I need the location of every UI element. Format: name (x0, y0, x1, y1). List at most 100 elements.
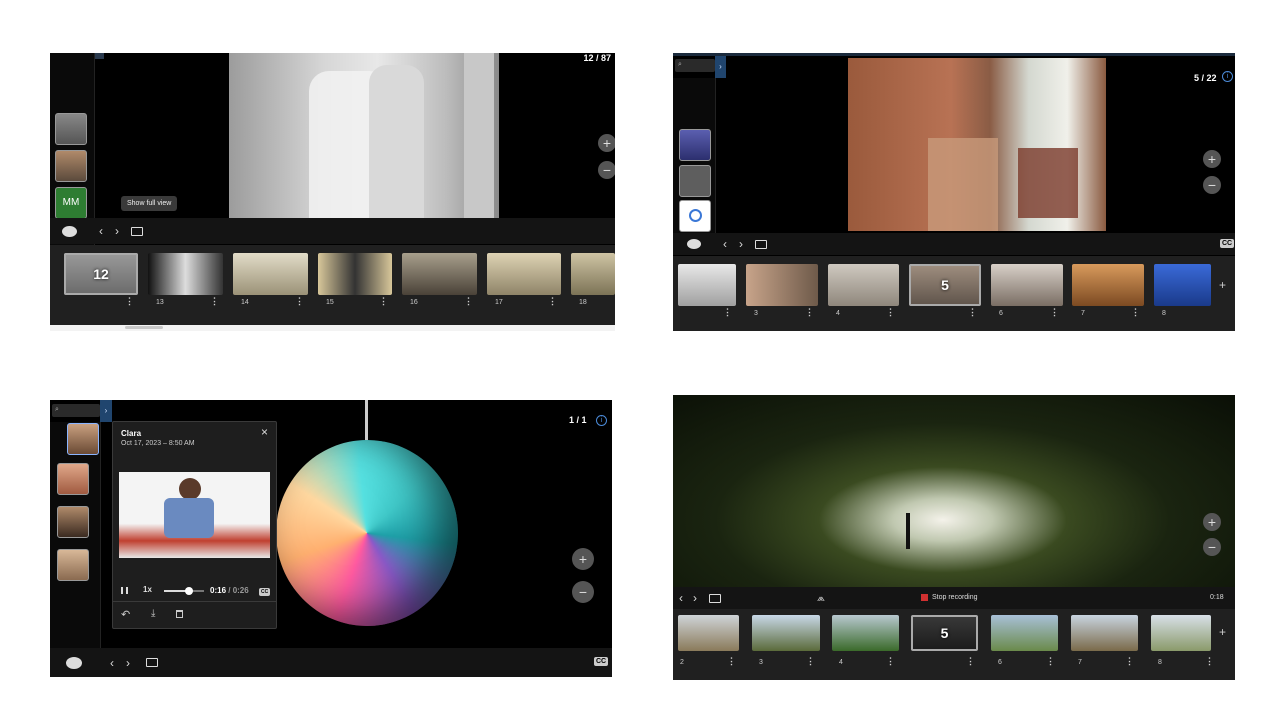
zoom-out-button[interactable]: − (572, 581, 594, 603)
search-input[interactable]: ⌕ (52, 404, 100, 417)
thumb-selected[interactable]: 12 (64, 253, 138, 295)
zoom-in-button[interactable]: + (598, 134, 615, 152)
silhouette (906, 513, 910, 549)
thumb-7[interactable] (1072, 264, 1144, 306)
thumb-menu[interactable]: ⋮ (886, 307, 895, 317)
zoom-out-button[interactable]: − (1203, 176, 1221, 194)
zoom-out-button[interactable]: − (1203, 538, 1221, 556)
thumb-selected[interactable]: 5 (909, 264, 981, 306)
info-icon[interactable]: i (596, 415, 607, 426)
close-icon[interactable]: × (261, 425, 269, 439)
thumb-7[interactable] (1071, 615, 1138, 651)
filmstrip: 5 + ⋮ 3 ⋮ 4 ⋮ ⋮ 6 ⋮ 7 ⋮ 8 (673, 256, 1235, 331)
comment-icon[interactable] (66, 656, 82, 669)
info-icon[interactable]: i (1222, 71, 1233, 82)
thumb-menu[interactable]: ⋮ (379, 296, 388, 306)
thumb-3[interactable] (752, 615, 820, 651)
add-button[interactable]: + (1219, 278, 1227, 292)
thumb-menu[interactable]: ⋮ (886, 656, 895, 666)
expand-button[interactable]: › (100, 400, 112, 422)
thumb-4[interactable] (828, 264, 899, 306)
search-input[interactable]: ⌕ (675, 59, 715, 72)
zoom-in-button[interactable]: + (572, 548, 594, 570)
next-button[interactable]: › (739, 237, 743, 251)
full-view-button[interactable] (755, 239, 767, 249)
thumb-6[interactable] (991, 615, 1058, 651)
zoom-out-button[interactable]: − (598, 161, 615, 179)
video-player[interactable] (119, 472, 270, 558)
zoom-in-button[interactable]: + (1203, 150, 1221, 168)
prev-button[interactable]: ‹ (723, 237, 727, 251)
thumb-8[interactable] (1151, 615, 1211, 651)
thumb-menu[interactable]: ⋮ (1131, 307, 1140, 317)
thumb-15[interactable] (318, 253, 392, 295)
thumb-14[interactable] (233, 253, 308, 295)
participant-avatar-3[interactable] (57, 506, 89, 538)
thumb-menu[interactable]: ⋮ (295, 296, 304, 306)
prev-button[interactable]: ‹ (679, 591, 683, 605)
thumb-2[interactable] (678, 615, 739, 651)
thumb-menu[interactable]: ⋮ (464, 296, 473, 306)
cc-button[interactable]: CC (259, 588, 271, 596)
participant-avatar-1[interactable] (679, 129, 711, 161)
thumb-16[interactable] (402, 253, 477, 295)
comment-icon[interactable] (62, 225, 77, 237)
participant-avatar-1[interactable] (67, 423, 99, 455)
thumb-6[interactable] (991, 264, 1063, 306)
next-button[interactable]: › (126, 655, 130, 670)
next-button[interactable]: › (693, 591, 697, 605)
thumb-4[interactable] (832, 615, 899, 651)
stop-recording-button[interactable]: Stop recording (921, 594, 978, 601)
thumb-menu[interactable]: ⋮ (1125, 656, 1134, 666)
thumb-menu[interactable]: ⋮ (723, 307, 732, 317)
participant-avatar-1[interactable] (55, 113, 87, 145)
stop-icon (921, 594, 928, 601)
thumb-menu[interactable]: ⋮ (1050, 307, 1059, 317)
speed-button[interactable]: 1x (143, 585, 152, 594)
participant-avatar-2[interactable] (57, 463, 89, 495)
add-button[interactable]: + (1219, 625, 1227, 639)
thumb-2[interactable] (678, 264, 736, 306)
expand-button[interactable]: › (715, 56, 726, 78)
thumb-8[interactable] (1154, 264, 1211, 306)
full-view-button[interactable] (131, 226, 143, 236)
next-button[interactable]: › (115, 224, 119, 238)
trash-icon[interactable] (176, 610, 183, 618)
participant-avatar-2[interactable] (55, 150, 87, 182)
scrollbar[interactable] (50, 325, 615, 331)
filmstrip-view-button[interactable] (146, 658, 158, 667)
full-view-button[interactable] (709, 593, 721, 603)
cc-button[interactable]: CC (1220, 239, 1235, 248)
thumb-menu[interactable]: ⋮ (548, 296, 557, 306)
thumb-menu[interactable]: ⋮ (125, 296, 134, 306)
thumb-menu[interactable]: ⋮ (210, 296, 219, 306)
download-icon[interactable]: ⤓ (151, 608, 156, 619)
thumb-17[interactable] (487, 253, 561, 295)
thumb-menu[interactable]: ⋮ (1046, 656, 1055, 666)
prev-button[interactable]: ‹ (110, 655, 114, 670)
reply-icon[interactable]: ↶ (121, 609, 131, 621)
participant-avatar-4[interactable] (57, 549, 89, 581)
comment-icon[interactable] (687, 239, 701, 249)
prev-button[interactable]: ‹ (99, 224, 103, 238)
thumb-3[interactable] (746, 264, 818, 306)
seek-slider[interactable] (164, 587, 204, 595)
participant-avatar-2[interactable] (679, 165, 711, 197)
thumb-menu[interactable]: ⋮ (806, 656, 815, 666)
zoom-in-button[interactable]: + (1203, 513, 1221, 531)
participant-avatar-mm[interactable]: MM (55, 187, 87, 219)
link-avatar[interactable] (679, 200, 711, 232)
thumb-menu[interactable]: ⋮ (968, 307, 977, 317)
pause-button[interactable] (121, 587, 128, 594)
thumb-13[interactable] (148, 253, 223, 295)
thumb-menu[interactable]: ⋮ (727, 656, 736, 666)
seek-knob[interactable] (184, 587, 193, 595)
thumb-menu[interactable]: ⋮ (1205, 656, 1214, 666)
thumb-menu[interactable]: ⋮ (805, 307, 814, 317)
cc-button[interactable]: CC (594, 657, 609, 666)
time-total: 0:26 (232, 586, 249, 595)
thumb-menu[interactable]: ⋮ (966, 656, 975, 666)
link-icon (689, 209, 702, 222)
thumb-18[interactable] (571, 253, 615, 295)
thumb-selected[interactable]: 5 (911, 615, 978, 651)
